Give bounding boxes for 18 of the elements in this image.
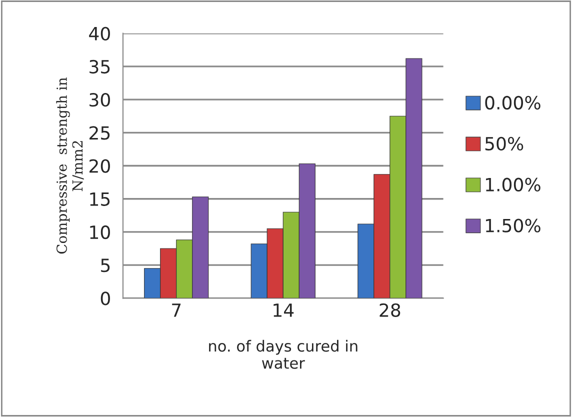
y-axis-title: Compressive strength in N/mm2 (56, 78, 84, 254)
y-tick-label: 30 (90, 93, 110, 107)
x-tick-label: 28 (380, 303, 400, 317)
y-tick-label: 15 (90, 192, 110, 206)
x-tick-label: 7 (172, 304, 181, 317)
legend-label: 1.00% (486, 178, 540, 192)
x-axis-title: no. of days cured in water (209, 340, 358, 369)
y-tick-label: 0 (100, 292, 110, 306)
y-tick-label: 5 (101, 258, 110, 272)
y-tick-label: 35 (90, 60, 110, 74)
x-tick-label: 14 (274, 304, 294, 317)
y-tick-label: 20 (90, 159, 110, 173)
legend-label: 0.00% (485, 96, 540, 110)
y-tick-label: 25 (90, 126, 110, 140)
legend-label: 1.50% (486, 218, 540, 232)
y-tick-label: 10 (90, 225, 110, 240)
y-tick-label: 40 (89, 26, 110, 40)
legend-label: 50% (485, 136, 524, 151)
